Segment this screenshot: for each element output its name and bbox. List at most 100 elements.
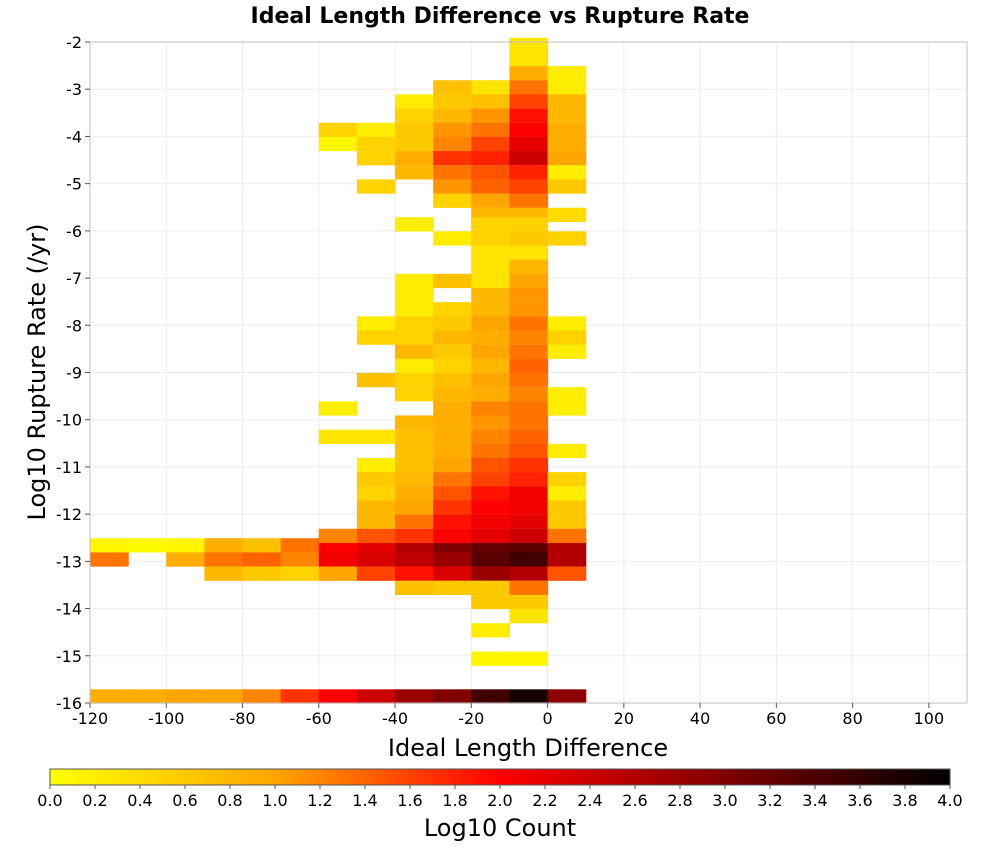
heatmap-cell — [471, 528, 511, 544]
heatmap-cell — [433, 387, 472, 402]
heatmap-cell — [547, 528, 587, 544]
heatmap-cell — [433, 193, 472, 208]
heatmap-cell — [547, 231, 587, 246]
heatmap-cell — [395, 136, 434, 152]
heatmap-cell — [433, 401, 472, 416]
heatmap-cell — [471, 486, 511, 501]
heatmap-cell — [471, 217, 511, 232]
x-tick-label: 80 — [842, 709, 862, 728]
heatmap-cell — [356, 429, 396, 444]
y-tick-label: -5 — [66, 175, 82, 194]
heatmap-cell — [356, 151, 396, 166]
colorbar-tick-label: 2.6 — [622, 791, 647, 810]
heatmap-cells — [90, 37, 587, 704]
y-tick-label: -6 — [66, 222, 82, 241]
colorbar-tick-label: 3.6 — [847, 791, 872, 810]
heatmap-cell — [280, 566, 320, 581]
y-tick-label: -16 — [56, 694, 82, 713]
heatmap-cell — [509, 217, 549, 232]
heatmap-cell — [547, 151, 587, 166]
heatmap-cell — [433, 151, 472, 166]
heatmap-cell — [547, 344, 587, 359]
colorbar-tick-label: 3.2 — [757, 791, 782, 810]
heatmap-cell — [356, 330, 396, 345]
heatmap-cell — [471, 108, 511, 123]
heatmap-cell — [471, 273, 511, 289]
heatmap-cell — [509, 66, 549, 81]
heatmap-cell — [547, 179, 587, 194]
heatmap-cell — [471, 165, 511, 180]
heatmap-cell — [433, 273, 472, 289]
heatmap-cell — [280, 552, 320, 567]
heatmap-cell — [547, 316, 587, 331]
heatmap-cell — [471, 580, 511, 596]
heatmap-cell — [509, 594, 549, 610]
heatmap-cell — [356, 486, 396, 501]
heatmap-cell — [395, 94, 434, 109]
heatmap-cell — [471, 514, 511, 529]
heatmap-cell — [395, 486, 434, 501]
heatmap-cell — [471, 372, 511, 388]
heatmap-cell — [433, 552, 472, 567]
heatmap-cell — [509, 689, 549, 704]
heatmap-cell — [395, 358, 434, 374]
heatmap-cell — [509, 609, 549, 624]
heatmap-cell — [509, 372, 549, 388]
heatmap-cell — [509, 486, 549, 501]
x-tick-label: -80 — [229, 709, 255, 728]
colorbar-tick-label: 3.8 — [892, 791, 917, 810]
x-tick-label: 20 — [614, 709, 634, 728]
y-tick-label: -4 — [66, 127, 82, 146]
heatmap-cell — [547, 136, 587, 152]
heatmap-cell — [509, 651, 549, 666]
heatmap-cell — [395, 316, 434, 331]
y-tick-label: -7 — [66, 269, 82, 288]
heatmap-cell — [509, 165, 549, 180]
heatmap-cell — [471, 500, 511, 515]
heatmap-cell — [395, 302, 434, 317]
heatmap-cell — [356, 472, 396, 487]
heatmap-cell — [356, 528, 396, 544]
heatmap-cell — [471, 259, 511, 274]
heatmap-cell — [509, 51, 549, 67]
colorbar-ticks: 0.0 0.2 0.4 0.6 0.8 1.0 1.2 1.4 1.6 1.8 2.0 2.2 2.4 2… — [37, 785, 963, 810]
colorbar-tick-label: 0.6 — [172, 791, 197, 810]
x-tick-label: -120 — [72, 709, 108, 728]
colorbar-tick-label: 4.0 — [937, 791, 962, 810]
colorbar — [49, 768, 951, 786]
heatmap-cell — [356, 566, 396, 581]
heatmap-cell — [395, 387, 434, 402]
heatmap-cell — [547, 66, 587, 81]
heatmap-cell — [471, 415, 511, 430]
heatmap-cell — [471, 193, 511, 208]
heatmap-cell — [509, 358, 549, 374]
heatmap-cell — [471, 344, 511, 359]
heatmap-cell — [509, 136, 549, 152]
heatmap-cell — [356, 500, 396, 515]
colorbar-tick-label: 0.2 — [82, 791, 107, 810]
heatmap-cell — [90, 689, 129, 704]
heatmap-cell — [433, 372, 472, 388]
y-tick-label: -2 — [66, 33, 82, 52]
heatmap-cell — [90, 538, 129, 553]
x-tick-label: -100 — [148, 709, 184, 728]
heatmap-cell — [509, 231, 549, 246]
heatmap-cell — [318, 689, 358, 704]
heatmap-cell — [395, 415, 434, 430]
heatmap-cell — [509, 387, 549, 402]
heatmap-cell — [395, 514, 434, 529]
heatmap-cell — [166, 689, 205, 704]
heatmap-cell — [433, 429, 472, 444]
heatmap-cell — [547, 486, 587, 501]
heatmap-cell — [471, 179, 511, 194]
heatmap-cell — [395, 344, 434, 359]
heatmap-cell — [128, 538, 167, 553]
x-tick-label: -60 — [306, 709, 332, 728]
heatmap-cell — [433, 316, 472, 331]
heatmap-cell — [547, 401, 587, 416]
heatmap-cell — [547, 443, 587, 459]
heatmap-cell — [547, 122, 587, 138]
heatmap-cell — [509, 179, 549, 194]
heatmap-cell — [471, 330, 511, 345]
heatmap-cell — [395, 273, 434, 289]
